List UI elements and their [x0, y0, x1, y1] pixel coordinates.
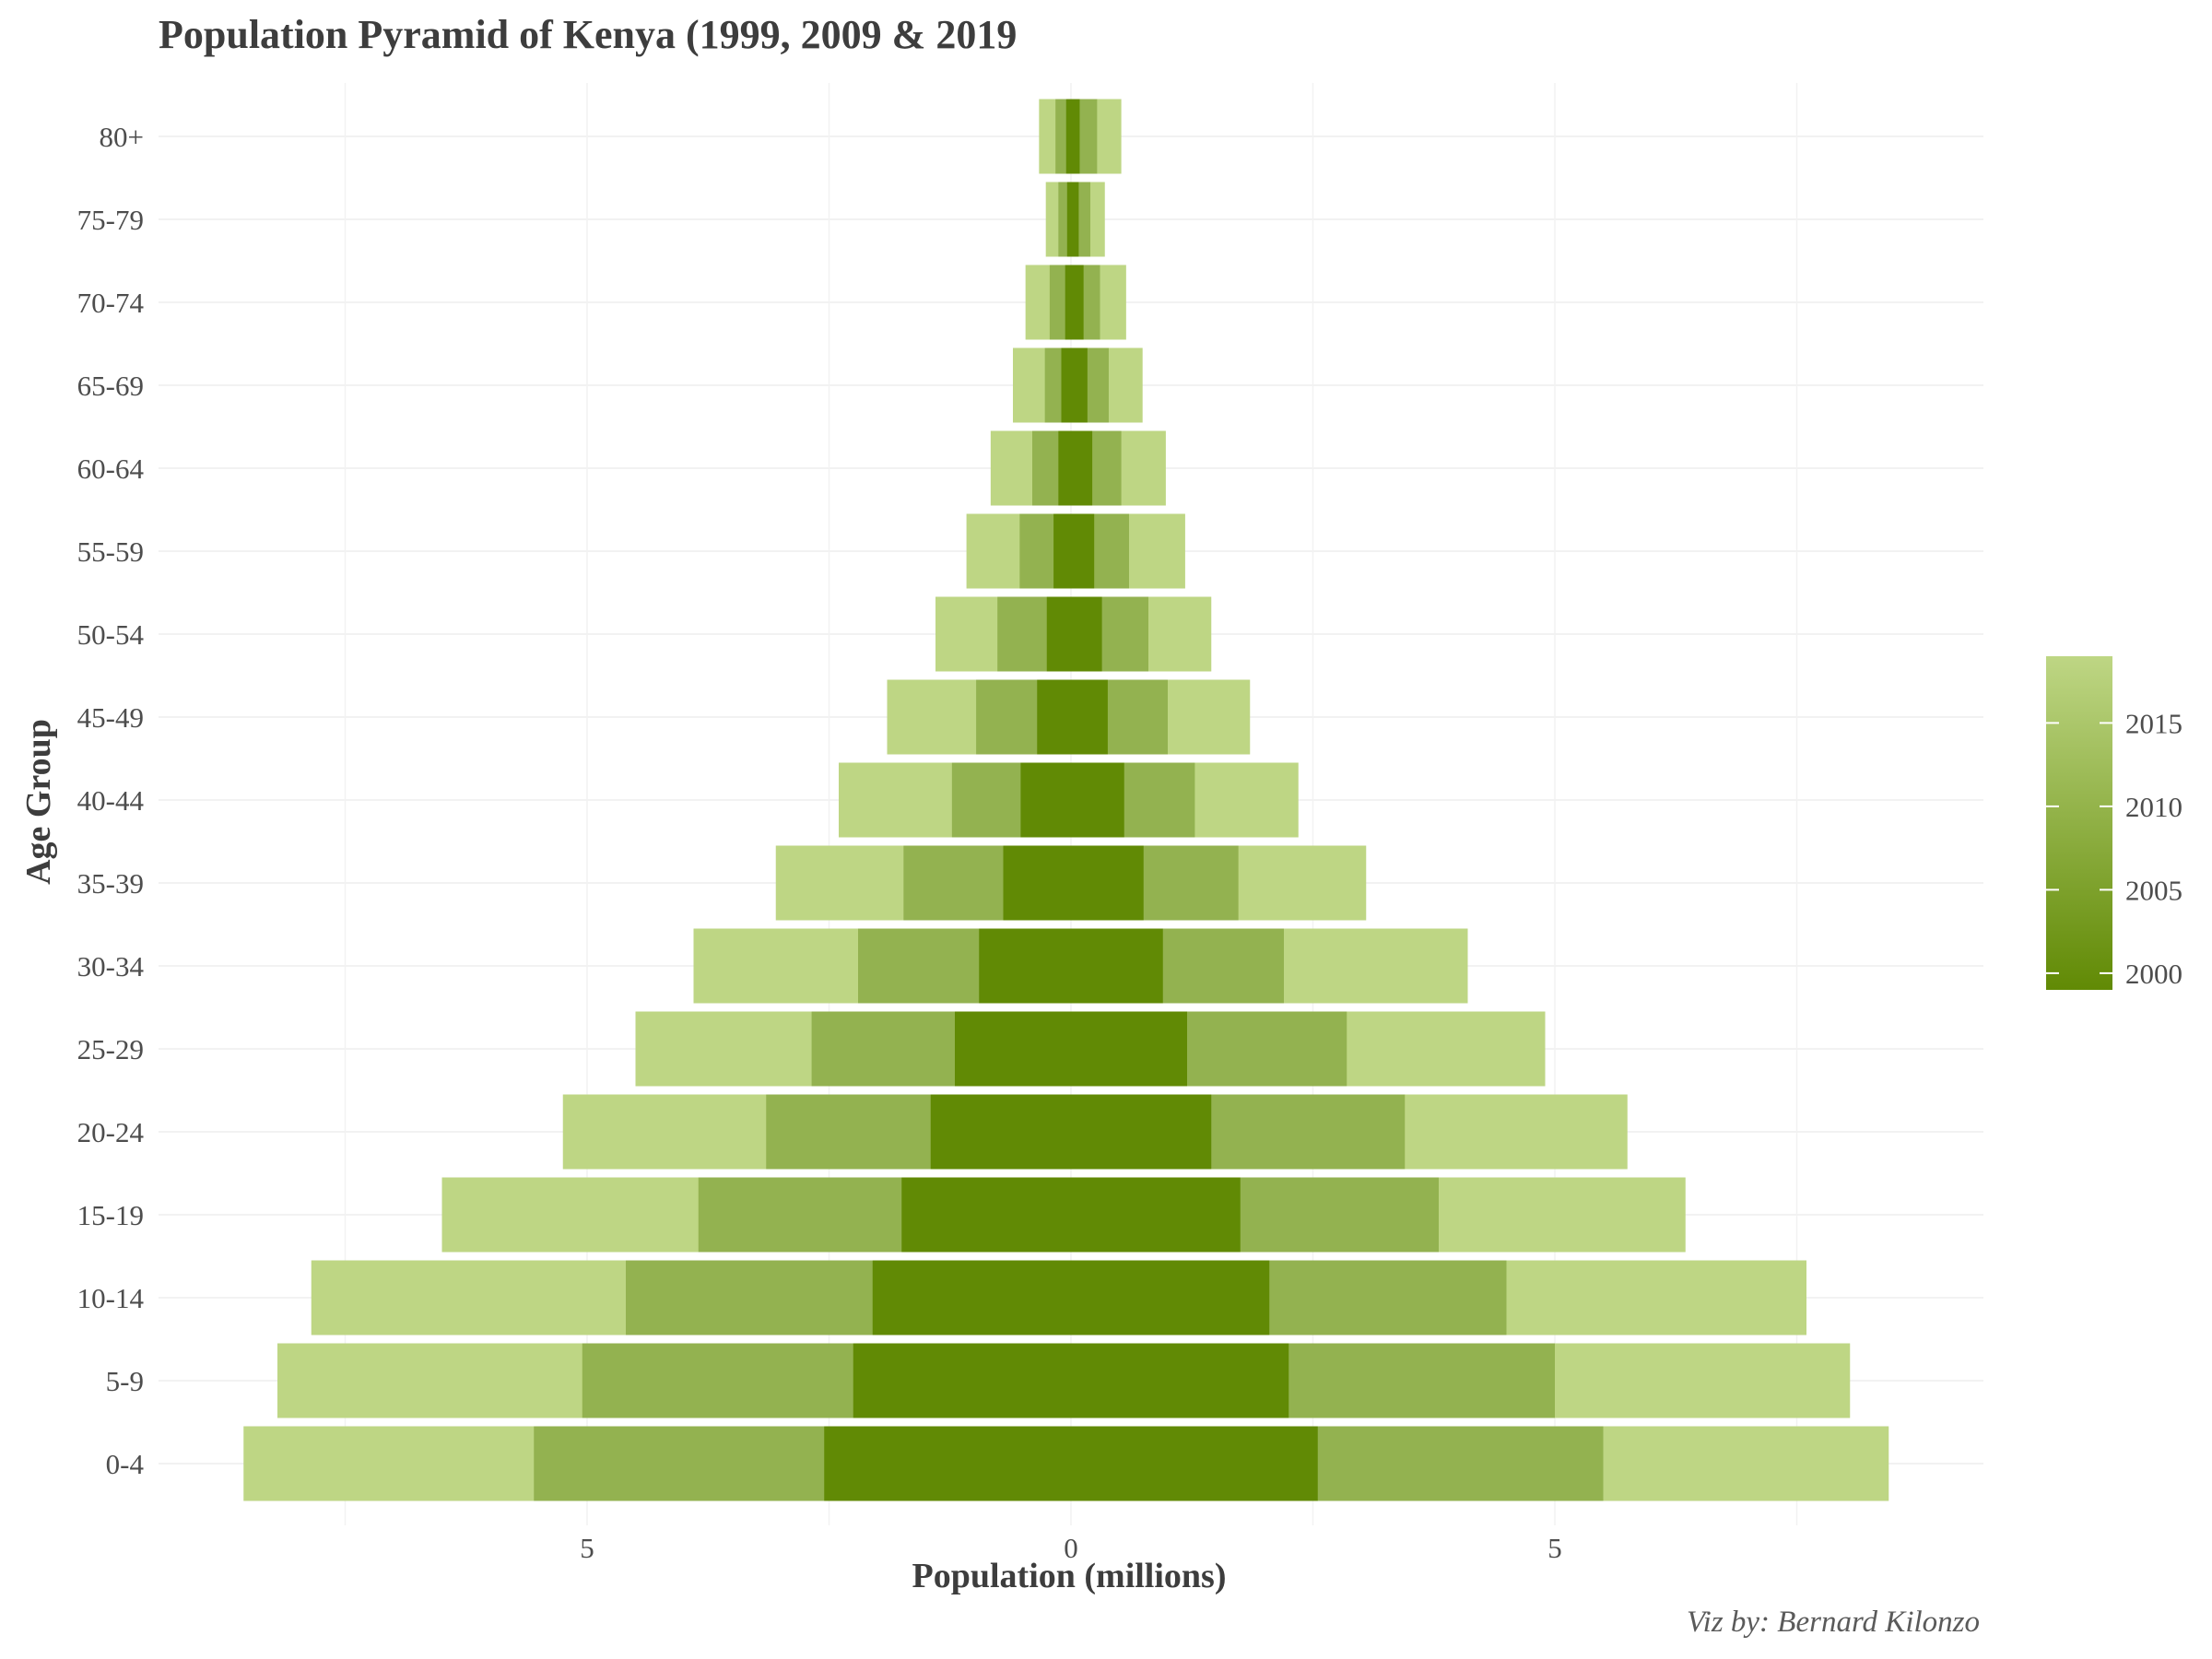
y-tick-labels: 0-4 5-9 10-14 15-19 20-24 25-29 30-34 35-39 40-4…	[77, 121, 145, 1480]
caption: Viz by: Bernard Kilonzo	[1686, 1606, 1980, 1639]
y-tick-label: 0-4	[106, 1448, 145, 1480]
x-tick-labels: 5 0 5	[580, 1532, 1562, 1564]
y-tick-label: 80+	[100, 121, 144, 153]
bar-1999-60-64	[1058, 430, 1093, 506]
bar-1999-30-34	[979, 928, 1163, 1004]
legend-tick-label: 2005	[2125, 874, 2183, 906]
y-tick-label: 10-14	[77, 1282, 145, 1314]
x-tick-label: 5	[1547, 1532, 1562, 1564]
bar-1999-40-44	[1020, 762, 1124, 838]
y-axis-title: Age Group	[19, 719, 58, 885]
y-tick-label: 65-69	[77, 370, 144, 402]
bars	[243, 99, 1889, 1501]
legend-tick-label: 2015	[2125, 707, 2183, 739]
bar-1999-80+	[1065, 99, 1080, 174]
y-tick-label: 50-54	[77, 618, 145, 651]
y-tick-label: 60-64	[77, 453, 145, 485]
y-tick-label: 45-49	[77, 701, 144, 734]
x-axis-title: Population (millions)	[912, 1557, 1227, 1595]
bar-1999-75-79	[1066, 182, 1079, 257]
bar-1999-0-4	[824, 1426, 1318, 1501]
bar-1999-65-69	[1061, 347, 1088, 423]
y-tick-label: 25-29	[77, 1033, 144, 1065]
y-tick-label: 30-34	[77, 950, 145, 982]
x-tick-label: 0	[1064, 1532, 1078, 1564]
bar-1999-5-9	[853, 1343, 1289, 1418]
bar-1999-15-19	[901, 1177, 1241, 1253]
legend-colorbar-gradient	[2046, 656, 2112, 990]
y-tick-label: 5-9	[106, 1365, 144, 1397]
y-tick-label: 20-24	[77, 1116, 145, 1148]
y-tick-label: 70-74	[77, 287, 145, 319]
y-tick-label: 75-79	[77, 204, 144, 236]
bar-1999-35-39	[1003, 845, 1144, 921]
legend-tick-label: 2000	[2125, 958, 2183, 990]
bar-1999-50-54	[1046, 596, 1102, 672]
bar-1999-10-14	[872, 1260, 1270, 1335]
bar-1999-70-74	[1065, 265, 1084, 340]
bar-1999-25-29	[955, 1011, 1187, 1087]
y-tick-label: 15-19	[77, 1199, 144, 1231]
legend-tick-label: 2010	[2125, 791, 2183, 823]
y-tick-label: 35-39	[77, 867, 144, 900]
x-tick-label: 5	[580, 1532, 594, 1564]
bar-1999-55-59	[1053, 513, 1095, 589]
chart-title: Population Pyramid of Kenya (1999, 2009 …	[159, 12, 1018, 57]
legend-colorbar: 2000 2005 2010 2015	[2046, 656, 2183, 990]
y-tick-label: 55-59	[77, 535, 144, 568]
y-tick-label: 40-44	[77, 784, 145, 817]
bar-1999-45-49	[1037, 679, 1108, 755]
bar-1999-20-24	[930, 1094, 1212, 1170]
